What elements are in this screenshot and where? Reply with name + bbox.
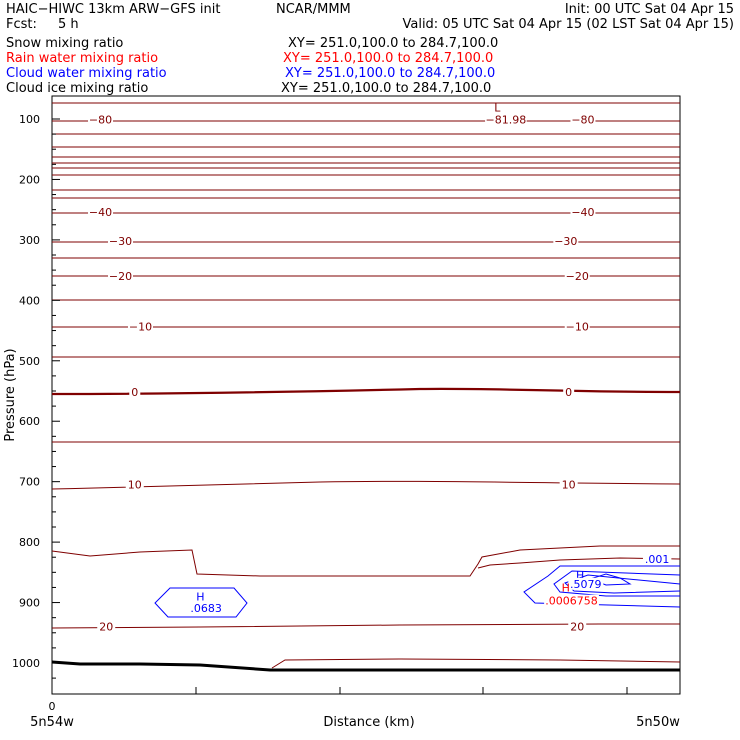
y-tick-label: 1000 [12, 657, 40, 670]
legend-cloud-water: Cloud water mixing ratio [6, 66, 167, 81]
forecast-label: Fcst: [6, 17, 37, 32]
x-tick-label-0: 0 [49, 700, 56, 713]
isotherm-label: 20 [570, 621, 584, 634]
isotherm-label-bg [564, 270, 590, 283]
isotherm-label: 0 [131, 386, 138, 399]
isotherm-label-bg [127, 320, 153, 333]
extrema-label-bg [544, 594, 599, 607]
isotherm-label-bg [564, 320, 590, 333]
extrema-label-bg [642, 553, 672, 566]
x-axis-ticks [195, 687, 628, 694]
isotherm-label: −80 [89, 114, 112, 127]
isotherm-label: −10 [129, 320, 152, 333]
isotherm-label-bg [97, 620, 116, 633]
y-tick-label: 700 [19, 476, 40, 489]
isotherm-label: −20 [566, 270, 589, 283]
extrema-label: .0006758 [545, 595, 598, 608]
isotherm-label-bg [129, 386, 141, 399]
y-tick-label: 600 [19, 415, 40, 428]
isotherm-label: 0 [565, 386, 572, 399]
extrema-label: .5079 [570, 578, 602, 591]
y-tick-label: 500 [19, 355, 40, 368]
extrema-label-bg [188, 601, 224, 614]
y-tick-label: 100 [19, 113, 40, 126]
isotherm-label-bg [559, 478, 578, 491]
legend-snow-xy: XY= 251.0,100.0 to 284.7,100.0 [288, 36, 498, 51]
isotherm-lines [51, 102, 681, 669]
isotherm-label: −20 [109, 270, 132, 283]
institution-label: NCAR/MMM [276, 2, 351, 17]
extrema-label: H [562, 581, 570, 594]
extrema-label: .001 [645, 553, 670, 566]
extrema-label: L [494, 102, 501, 115]
legend-cloud-ice-xy: XY= 251.0,100.0 to 284.7,100.0 [281, 81, 491, 96]
forecast-hours: 5 h [58, 17, 79, 32]
cloud-water-contour-right-2 [553, 570, 681, 597]
isotherm-label: −30 [109, 235, 132, 248]
isotherm-label-bg [563, 386, 575, 399]
x-end-label: 5n50w [636, 715, 680, 730]
isotherm-label: −10 [566, 320, 589, 333]
isotherm-twenty [51, 623, 680, 629]
extrema-label: −81.98 [486, 114, 527, 127]
isotherm-near-surface [271, 658, 681, 669]
isotherm-label: −30 [554, 235, 577, 248]
extrema-label-bg [485, 113, 527, 126]
y-tick-label: 400 [19, 294, 40, 307]
isotherm-zero [51, 387, 681, 396]
isotherm-label: 20 [99, 621, 113, 634]
cloud-water-contour-left [154, 587, 248, 618]
isotherm-low-cloud-a [51, 545, 680, 577]
isotherm-label: −40 [571, 206, 594, 219]
valid-time: Valid: 05 UTC Sat 04 Apr 15 (02 LST Sat … [402, 17, 734, 32]
y-axis: 100 200 300 400 500 600 700 800 900 1000 [12, 113, 60, 679]
isotherm-label-bg [88, 113, 114, 126]
isotherm-label-bg [125, 478, 144, 491]
y-tick-label: 800 [19, 536, 40, 549]
isotherm-label-bg [108, 270, 134, 283]
extrema-label: .0683 [190, 602, 222, 615]
legend-rain-xy: XY= 251.0,100.0 to 284.7,100.0 [283, 51, 493, 66]
isotherm-low-cloud-b [477, 557, 681, 569]
init-time: Init: 00 UTC Sat 04 Apr 15 [565, 2, 734, 17]
x-axis-title: Distance (km) [323, 715, 414, 730]
isotherm-label-bg [88, 206, 114, 219]
isotherm-label: 10 [128, 479, 142, 492]
isotherm-ten [51, 480, 681, 490]
legend-rain: Rain water mixing ratio [6, 51, 158, 66]
isotherm-label: 10 [562, 479, 576, 492]
extrema-label: H [576, 569, 584, 582]
isotherm-label-bg [568, 620, 587, 633]
legend-cloud-water-xy: XY= 251.0,100.0 to 284.7,100.0 [285, 66, 495, 81]
x-start-label: 5n54w [30, 715, 74, 730]
legend-snow: Snow mixing ratio [6, 36, 123, 51]
isotherm-label-bg [570, 206, 596, 219]
extrema-label: H [196, 591, 204, 604]
isotherm-label: −40 [89, 206, 112, 219]
legend-cloud-ice: Cloud ice mixing ratio [6, 81, 148, 96]
isotherm-label-bg [570, 113, 596, 126]
model-title: HAIC−HIWC 13km ARW−GFS init [6, 2, 220, 17]
extrema-label-bg [568, 577, 604, 590]
y-tick-label: 300 [19, 234, 40, 247]
y-tick-label: 900 [19, 597, 40, 610]
isotherm-labels: −80 −80 −40 −40 −30 −30 −20 −20 −10 −10 0 0 10 10 20 20 [88, 113, 596, 634]
isotherm-label: −80 [571, 114, 594, 127]
cloud-water-contours [154, 565, 681, 618]
isotherm-label-bg [108, 235, 134, 248]
y-axis-title: Pressure (hPa) [3, 348, 18, 441]
isotherm-label-bg [553, 235, 579, 248]
terrain-line [51, 660, 680, 672]
y-tick-label: 200 [19, 173, 40, 186]
